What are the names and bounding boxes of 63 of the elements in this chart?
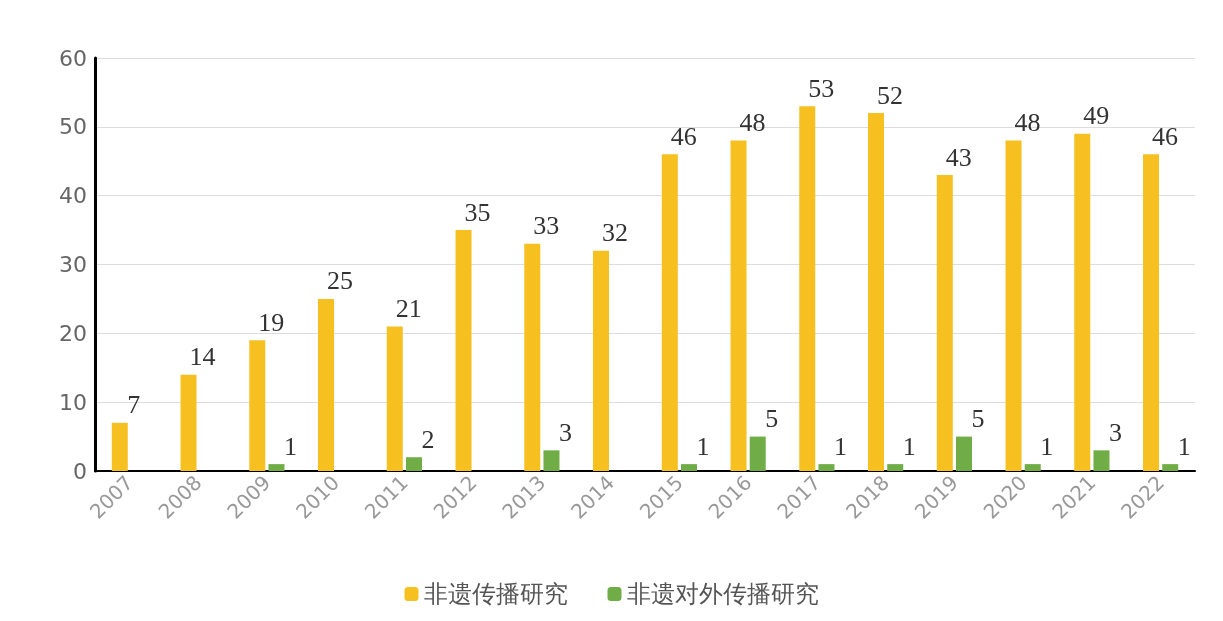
bar: [1024, 464, 1041, 471]
bar: [680, 464, 697, 471]
bar: [936, 175, 953, 471]
data-label: 53: [808, 73, 835, 103]
data-label: 14: [189, 342, 216, 372]
bar: [455, 230, 472, 471]
data-label: 3: [1108, 417, 1122, 447]
data-label: 1: [283, 431, 297, 461]
data-label: 35: [464, 197, 491, 227]
data-label: 32: [602, 218, 629, 248]
bar: [887, 464, 904, 471]
data-label: 2: [421, 424, 435, 454]
data-label: 1: [1177, 431, 1191, 461]
data-label: 48: [739, 108, 766, 138]
bar: [1143, 154, 1160, 471]
data-label: 49: [1083, 101, 1110, 131]
bar: [799, 106, 816, 471]
data-label: 1: [696, 431, 710, 461]
y-tick-label: 20: [59, 320, 87, 346]
bar: [749, 436, 766, 471]
data-label: 1: [833, 431, 847, 461]
bar: [405, 457, 422, 471]
bar: [268, 464, 285, 471]
y-tick-label: 60: [59, 45, 87, 71]
bar: [955, 436, 972, 471]
bar: [1005, 140, 1022, 471]
data-label: 3: [558, 417, 572, 447]
bar: [524, 243, 541, 471]
bar: [818, 464, 835, 471]
y-tick-label: 30: [59, 252, 87, 277]
bar: [730, 140, 747, 471]
data-label: 5: [971, 404, 985, 434]
data-label: 33: [533, 211, 560, 241]
bar: [1093, 450, 1110, 471]
data-label: 7: [127, 390, 141, 420]
bar: [111, 422, 128, 471]
data-label: 46: [1152, 121, 1179, 151]
data-label: 1: [902, 431, 916, 461]
bar: [543, 450, 560, 471]
bar: [661, 154, 678, 471]
data-label: 52: [877, 80, 904, 110]
bar: [1074, 133, 1091, 471]
y-tick-label: 0: [73, 458, 87, 484]
data-label: 5: [765, 404, 779, 434]
data-label: 46: [670, 121, 697, 151]
data-label: 1: [1040, 431, 1054, 461]
bar: [249, 340, 266, 471]
legend-label: 非遗传播研究: [423, 580, 568, 608]
bar: [180, 374, 197, 471]
data-label: 48: [1014, 108, 1041, 138]
bar: [1162, 464, 1179, 471]
bar: [593, 250, 610, 471]
data-label: 21: [395, 293, 422, 323]
legend-label: 非遗对外传播研究: [626, 580, 819, 608]
bar: [318, 298, 335, 471]
y-tick-label: 10: [59, 389, 87, 415]
data-label: 25: [327, 266, 354, 296]
bar: [868, 113, 885, 471]
data-label: 19: [258, 307, 285, 337]
data-label: 43: [945, 142, 972, 172]
bar: [386, 326, 403, 471]
y-tick-label: 40: [59, 183, 87, 209]
y-tick-label: 50: [59, 114, 87, 140]
